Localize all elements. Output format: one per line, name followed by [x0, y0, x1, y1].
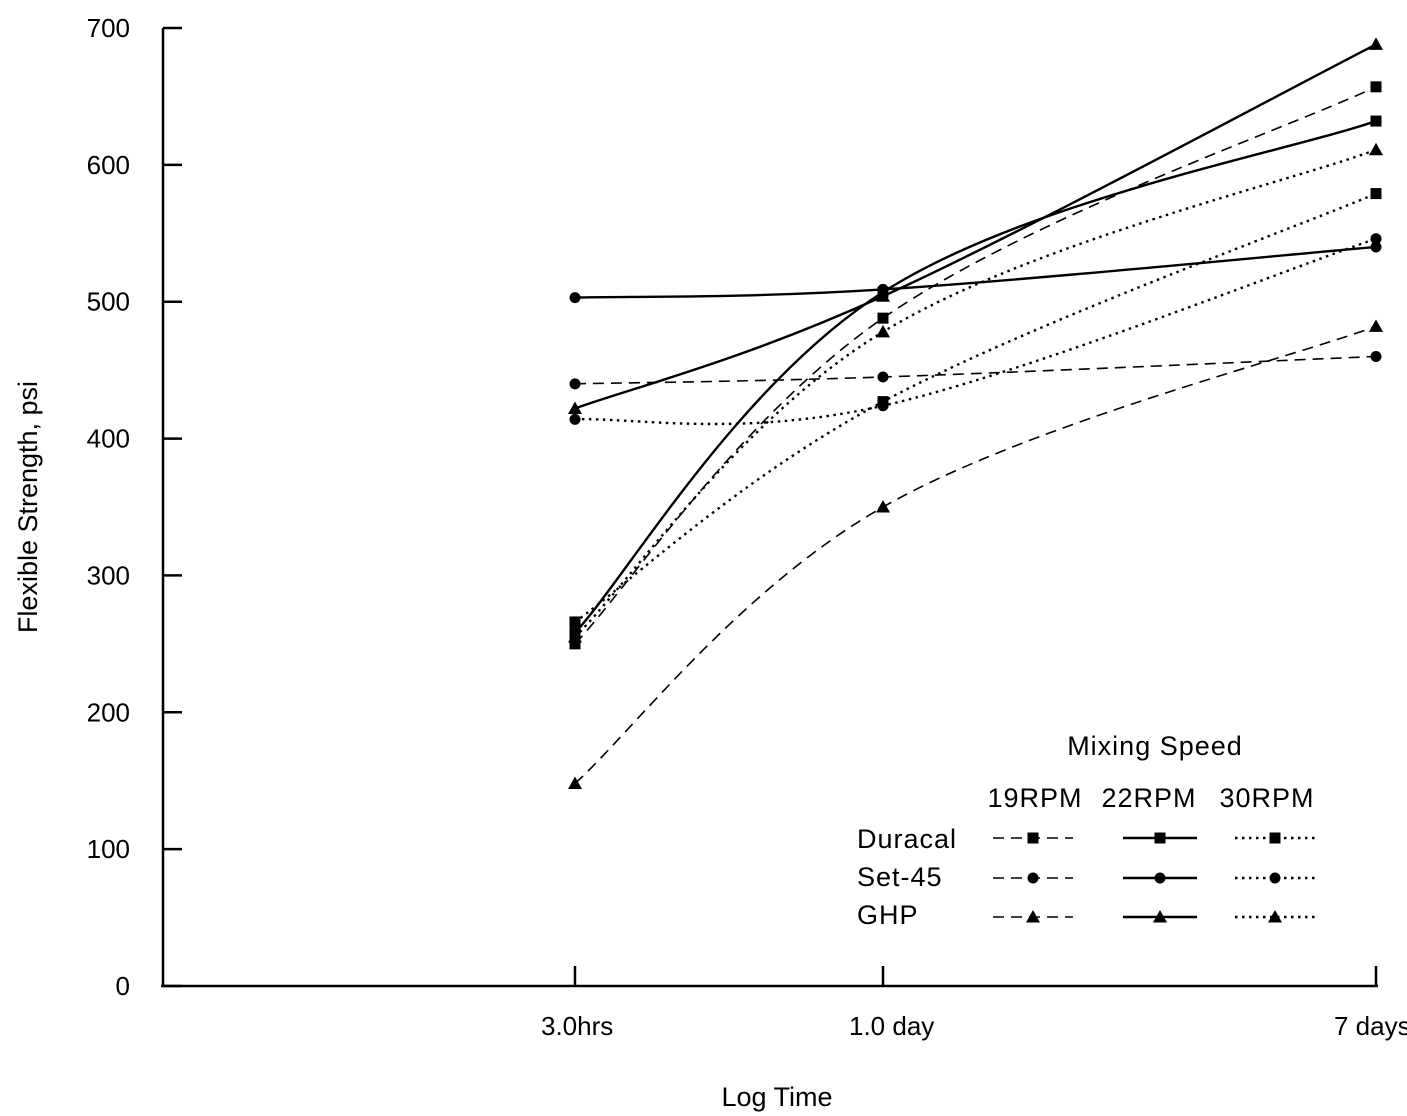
data-point-duracal-30rpm: [1370, 188, 1382, 200]
series-markers: [568, 37, 1383, 789]
legend-sample-marker-ghp-30rpm: [1268, 910, 1282, 923]
series-line-ghp-22rpm: [574, 43, 1377, 410]
data-point-ghp-22rpm: [568, 401, 582, 414]
data-point-set-45-19rpm: [877, 371, 889, 383]
x-tick-label: 3.0hrs: [541, 1011, 613, 1041]
data-point-duracal-19rpm: [569, 638, 581, 650]
data-point-set-45-30rpm: [877, 400, 889, 412]
y-tick-label: 0: [116, 971, 130, 1001]
legend-title: Mixing Speed: [1067, 731, 1243, 761]
legend-row-set-45: Set-45: [857, 862, 943, 892]
y-tick-label: 500: [87, 287, 130, 317]
data-point-set-45-22rpm: [569, 292, 581, 304]
data-point-duracal-19rpm: [1370, 81, 1382, 93]
legend-sample-marker-set-45-22rpm: [1154, 872, 1166, 884]
data-point-set-45-30rpm: [1370, 233, 1382, 245]
series-line-ghp-30rpm: [574, 148, 1377, 638]
y-tick-label: 600: [87, 150, 130, 180]
data-point-ghp-30rpm: [1369, 142, 1383, 156]
y-tick-label: 400: [87, 424, 130, 454]
x-axis-title: Log Time: [721, 1082, 832, 1112]
legend: Mixing Speed 19RPM 22RPM 30RPM Duracal S…: [857, 731, 1315, 930]
legend-sample-marker-duracal-22rpm: [1154, 832, 1166, 844]
data-point-set-45-30rpm: [569, 413, 581, 425]
data-point-duracal-22rpm: [1370, 115, 1382, 127]
data-point-set-45-22rpm: [1370, 241, 1382, 253]
legend-sample-marker-duracal-30rpm: [1269, 832, 1281, 844]
legend-sample-marker-ghp-19rpm: [1026, 910, 1040, 923]
x-tick-label: 1.0 day: [849, 1011, 934, 1041]
data-point-ghp-30rpm: [568, 630, 582, 643]
y-ticks: 0 100 200 300 400 500 600 700: [87, 13, 182, 1001]
series-line-set-45-22rpm: [574, 245, 1377, 299]
axes: [161, 28, 1378, 988]
legend-col-19rpm: 19RPM: [987, 783, 1082, 813]
data-point-duracal-30rpm: [569, 616, 581, 628]
x-ticks: 3.0hrs 1.0 day 7 days: [541, 966, 1407, 1041]
y-tick-label: 300: [87, 560, 130, 590]
legend-col-22rpm: 22RPM: [1101, 783, 1196, 813]
data-point-duracal-19rpm: [877, 312, 889, 324]
legend-sample-marker-duracal-19rpm: [1027, 832, 1039, 844]
data-point-set-45-19rpm: [569, 378, 581, 390]
data-point-ghp-19rpm: [1369, 319, 1383, 332]
y-tick-label: 700: [87, 13, 130, 43]
legend-col-30rpm: 30RPM: [1219, 783, 1314, 813]
data-point-ghp-22rpm: [1369, 37, 1383, 50]
y-axis-title: Flexible Strength, psi: [13, 381, 43, 633]
data-point-ghp-19rpm: [876, 500, 890, 513]
data-point-ghp-30rpm: [876, 324, 890, 338]
legend-sample-marker-ghp-22rpm: [1153, 910, 1167, 923]
series-lines: [574, 43, 1377, 785]
legend-sample-marker-set-45-30rpm: [1269, 872, 1281, 884]
x-tick-label: 7 days: [1334, 1011, 1407, 1041]
legend-samples: [993, 832, 1315, 923]
data-point-set-45-19rpm: [1370, 350, 1382, 362]
legend-sample-marker-set-45-19rpm: [1027, 872, 1039, 884]
data-point-ghp-22rpm: [876, 289, 890, 302]
series-line-duracal-30rpm: [574, 192, 1377, 623]
data-point-ghp-19rpm: [568, 776, 582, 789]
y-tick-label: 100: [87, 834, 130, 864]
series-line-duracal-22rpm: [574, 119, 1377, 634]
series-line-set-45-30rpm: [574, 237, 1377, 426]
y-tick-label: 200: [87, 697, 130, 727]
series-line-ghp-19rpm: [574, 325, 1377, 785]
legend-row-ghp: GHP: [857, 900, 919, 930]
legend-row-duracal: Duracal: [857, 824, 957, 854]
